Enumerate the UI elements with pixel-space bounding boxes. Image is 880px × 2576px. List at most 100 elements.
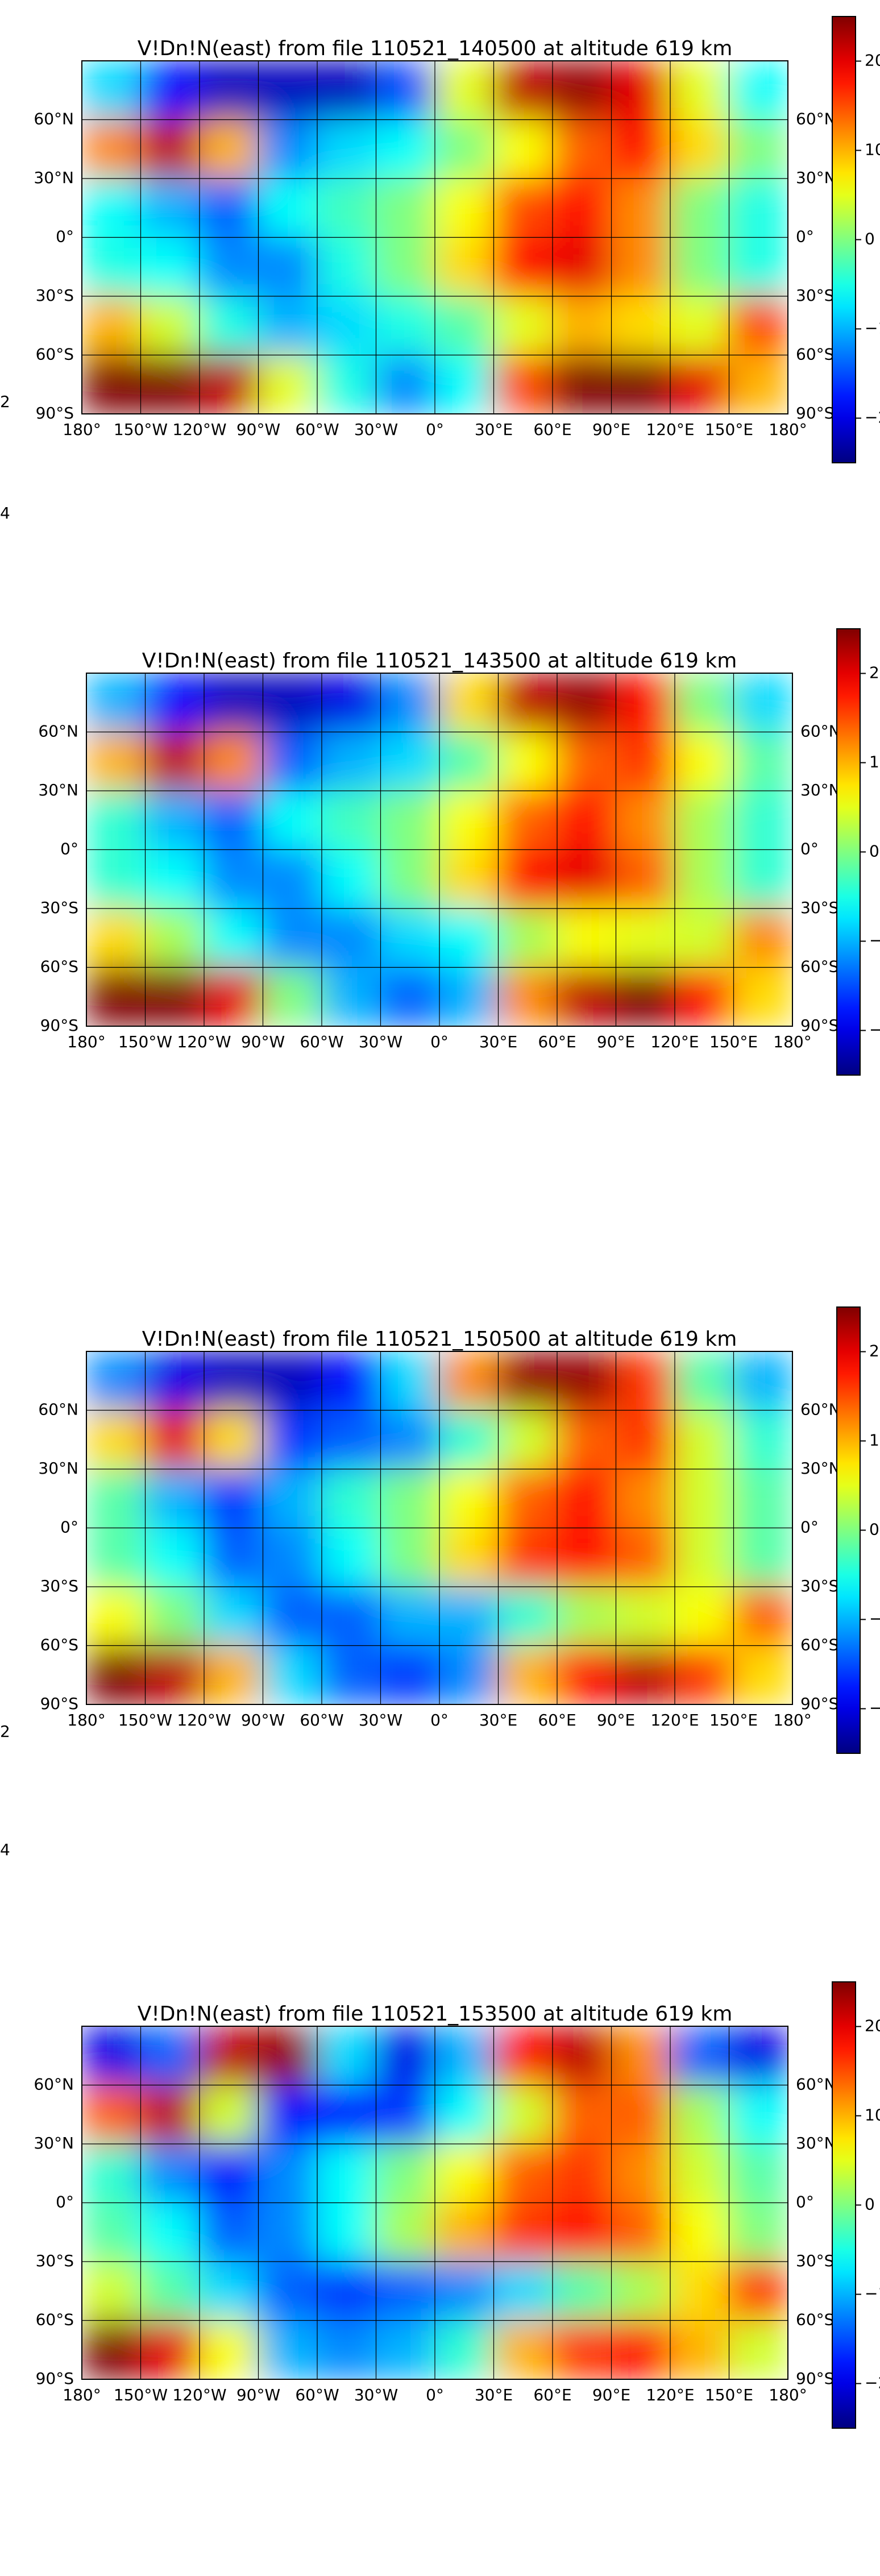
cell xyxy=(497,908,558,968)
x-tick-label: 180° xyxy=(769,2386,807,2404)
cell xyxy=(258,296,318,356)
cell xyxy=(493,354,553,414)
cell xyxy=(670,296,730,356)
cell xyxy=(439,1645,499,1704)
cell xyxy=(674,1409,734,1470)
cell xyxy=(552,2026,612,2086)
cell xyxy=(728,2320,788,2379)
cell xyxy=(144,790,205,851)
cell xyxy=(733,1586,792,1646)
cell xyxy=(674,966,734,1026)
cell xyxy=(262,849,322,909)
cell xyxy=(144,1527,205,1587)
cell xyxy=(375,2143,435,2204)
cell xyxy=(140,2026,200,2086)
cell xyxy=(82,354,142,414)
cell xyxy=(733,1527,792,1587)
cell xyxy=(552,119,612,179)
cell xyxy=(375,119,435,179)
cell xyxy=(380,1586,440,1646)
cell xyxy=(86,908,146,968)
cell xyxy=(262,908,322,968)
cell xyxy=(611,2261,671,2321)
cell xyxy=(557,1527,617,1587)
cell xyxy=(674,1527,734,1587)
cell xyxy=(439,849,499,909)
cell xyxy=(615,1586,675,1646)
y-tick-label-right: 90°S xyxy=(796,2369,834,2388)
cell xyxy=(258,2202,318,2262)
cell xyxy=(380,1409,440,1470)
edge-label: 2 xyxy=(0,392,10,411)
cell xyxy=(434,178,495,238)
x-tick-label: 150°W xyxy=(118,1032,172,1051)
cell xyxy=(439,1409,499,1470)
cell xyxy=(670,178,730,238)
y-tick-label: 30°S xyxy=(40,1577,78,1595)
cell xyxy=(82,178,142,238)
cell xyxy=(380,1527,440,1587)
y-tick-label-right: 0° xyxy=(800,840,819,858)
cell xyxy=(82,2143,142,2204)
x-tick-label: 120°W xyxy=(177,1711,231,1729)
cell xyxy=(493,2026,553,2086)
cell xyxy=(380,1645,440,1704)
cell xyxy=(321,966,381,1026)
cell xyxy=(144,1645,205,1704)
y-tick-label-right: 30°S xyxy=(796,2251,834,2270)
cell xyxy=(615,1351,675,1411)
cell xyxy=(204,1469,264,1529)
y-tick-label-right: 90°S xyxy=(800,1694,839,1713)
cell xyxy=(733,1469,792,1529)
cell xyxy=(728,178,788,238)
cell xyxy=(144,908,205,968)
x-tick-label: 30°W xyxy=(354,420,398,439)
cell xyxy=(375,178,435,238)
cell xyxy=(439,790,499,851)
cell xyxy=(434,2320,495,2379)
cell xyxy=(86,1469,146,1529)
cell xyxy=(321,1527,381,1587)
cell xyxy=(615,966,675,1026)
map-frame xyxy=(81,60,788,414)
cell xyxy=(317,178,377,238)
colorbar-tick-label: 20 xyxy=(865,2017,880,2035)
y-tick-label-right: 30°N xyxy=(796,168,836,187)
colorbar-tick-label: 10 xyxy=(869,753,880,771)
x-tick-label: 180° xyxy=(769,420,807,439)
cell xyxy=(82,2026,142,2086)
y-tick-label: 60°S xyxy=(40,1636,78,1654)
cell xyxy=(317,2026,377,2086)
colorbar-tick-label: 0 xyxy=(869,842,879,861)
cell xyxy=(434,2026,495,2086)
cell xyxy=(199,2084,259,2144)
cell xyxy=(317,61,377,121)
cell xyxy=(86,731,146,791)
field xyxy=(82,2026,788,2379)
cell xyxy=(493,296,553,356)
cell xyxy=(199,237,259,297)
y-tick-label: 0° xyxy=(56,2193,74,2212)
cell xyxy=(497,1645,558,1704)
y-tick-label: 60°N xyxy=(34,110,74,128)
cell xyxy=(140,119,200,179)
cell xyxy=(144,731,205,791)
cell xyxy=(493,2084,553,2144)
cell xyxy=(728,237,788,297)
colorbar-tick-label: −10 xyxy=(869,1610,880,1628)
colorbar-tick-label: 0 xyxy=(865,230,875,248)
cell xyxy=(375,2084,435,2144)
cell xyxy=(199,2026,259,2086)
cell xyxy=(493,237,553,297)
y-tick-label: 30°S xyxy=(36,286,74,305)
cell xyxy=(317,237,377,297)
y-tick-label-right: 30°N xyxy=(800,781,841,799)
cell xyxy=(199,119,259,179)
cell xyxy=(493,2320,553,2379)
cell xyxy=(262,1409,322,1470)
cell xyxy=(86,790,146,851)
cell xyxy=(375,2026,435,2086)
cell xyxy=(557,1351,617,1411)
cell xyxy=(493,119,553,179)
cell xyxy=(557,731,617,791)
